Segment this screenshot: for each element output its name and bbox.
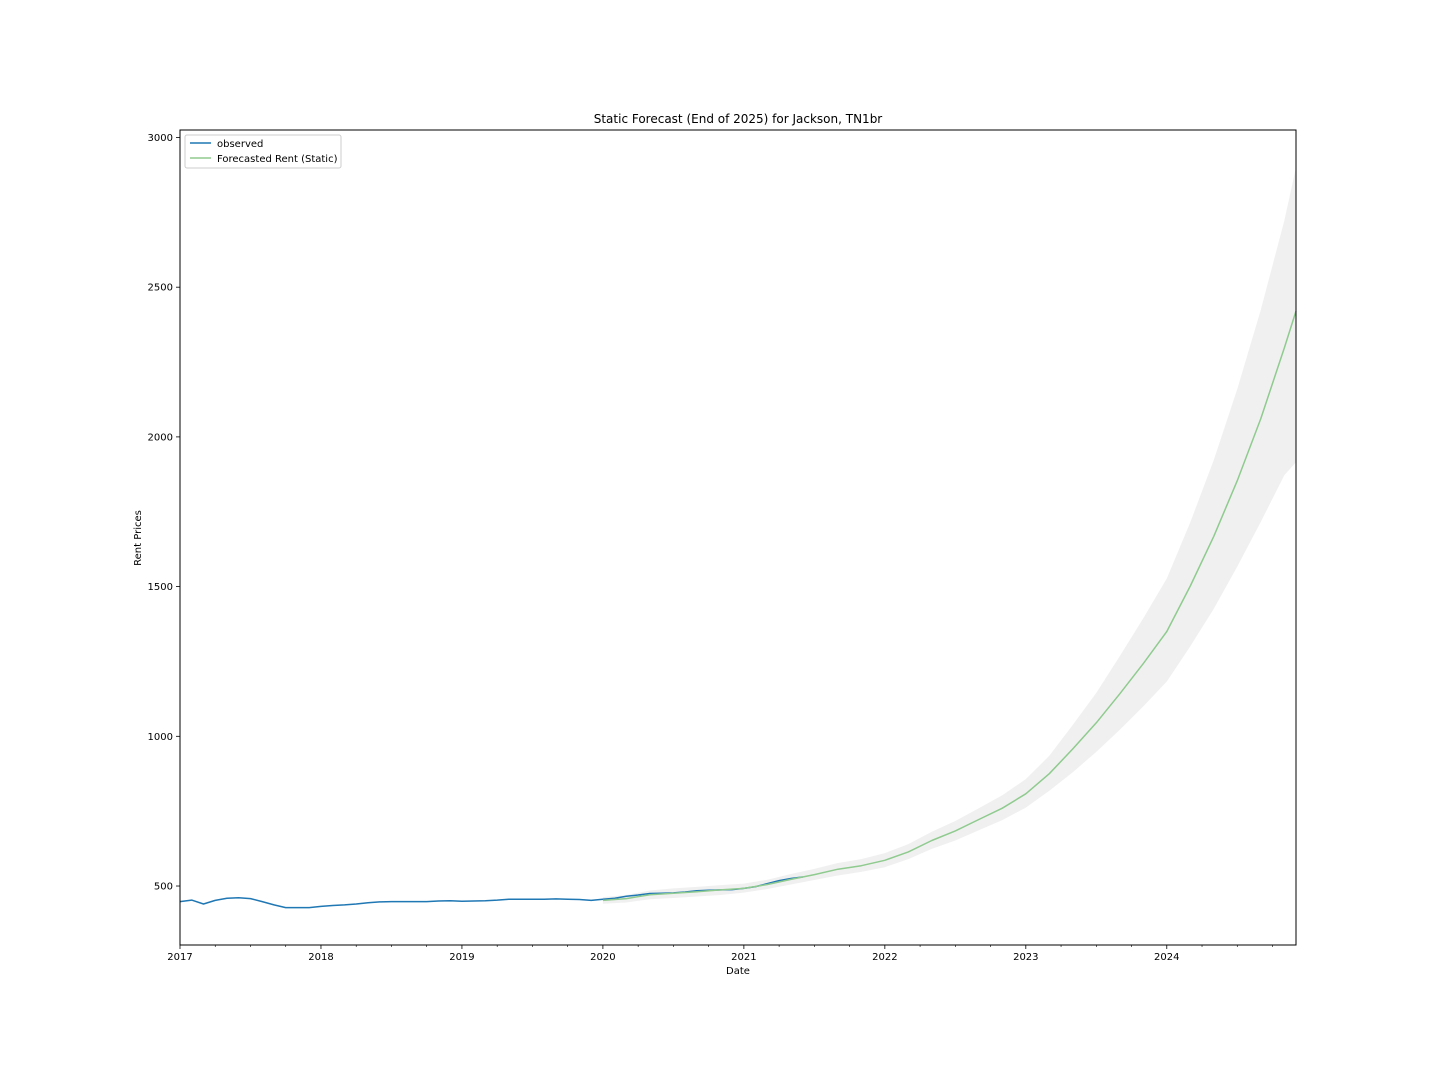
y-axis-ticks: 500 1000 1500 2000 2500 3000 (148, 133, 180, 893)
x-axis-label: Date (726, 966, 750, 977)
series-line-layer (179, 310, 1297, 909)
chart-title: Static Forecast (End of 2025) for Jackso… (594, 112, 883, 126)
x-tick-label: 2020 (590, 952, 615, 963)
legend-label-observed: observed (217, 139, 263, 150)
y-tick-label: 2500 (148, 283, 173, 294)
legend-box (184, 134, 342, 169)
legend-label-forecast: Forecasted Rent (Static) (217, 154, 338, 165)
x-axis-ticks: 2017 2018 2019 2020 2021 2022 2023 2024 (167, 945, 1273, 963)
legend: observed Forecasted Rent (Static) (184, 134, 342, 169)
confidence-band (602, 167, 1296, 904)
x-tick-label: 2023 (1013, 952, 1038, 963)
y-tick-label: 1000 (148, 732, 173, 743)
x-tick-label: 2021 (731, 952, 756, 963)
x-tick-label: 2017 (167, 952, 192, 963)
series-line-observed (179, 876, 803, 909)
y-tick-label: 500 (154, 882, 173, 893)
y-tick-label: 1500 (148, 582, 173, 593)
series-line-forecast (602, 310, 1297, 902)
y-tick-label: 2000 (148, 432, 173, 443)
confidence-band-layer (602, 167, 1296, 904)
x-tick-label: 2018 (308, 952, 333, 963)
plot-area-frame (179, 129, 1297, 946)
y-tick-label: 3000 (148, 133, 173, 144)
y-axis-label: Rent Prices (133, 510, 144, 566)
x-tick-label: 2019 (449, 952, 474, 963)
x-tick-label: 2024 (1154, 952, 1179, 963)
x-tick-label: 2022 (872, 952, 897, 963)
